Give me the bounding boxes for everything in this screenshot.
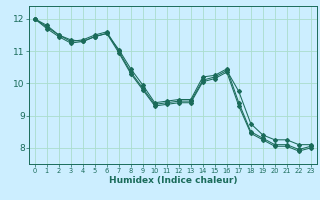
X-axis label: Humidex (Indice chaleur): Humidex (Indice chaleur) bbox=[108, 176, 237, 185]
